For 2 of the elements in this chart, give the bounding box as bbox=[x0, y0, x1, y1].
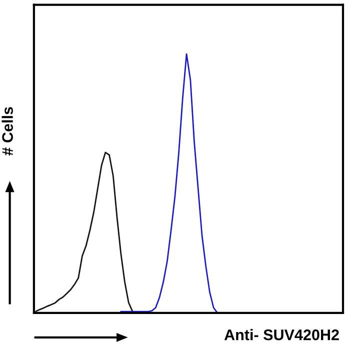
x-axis-title: Anti- SUV420H2 bbox=[224, 329, 339, 340]
y-axis-title: # Cells bbox=[2, 107, 13, 156]
